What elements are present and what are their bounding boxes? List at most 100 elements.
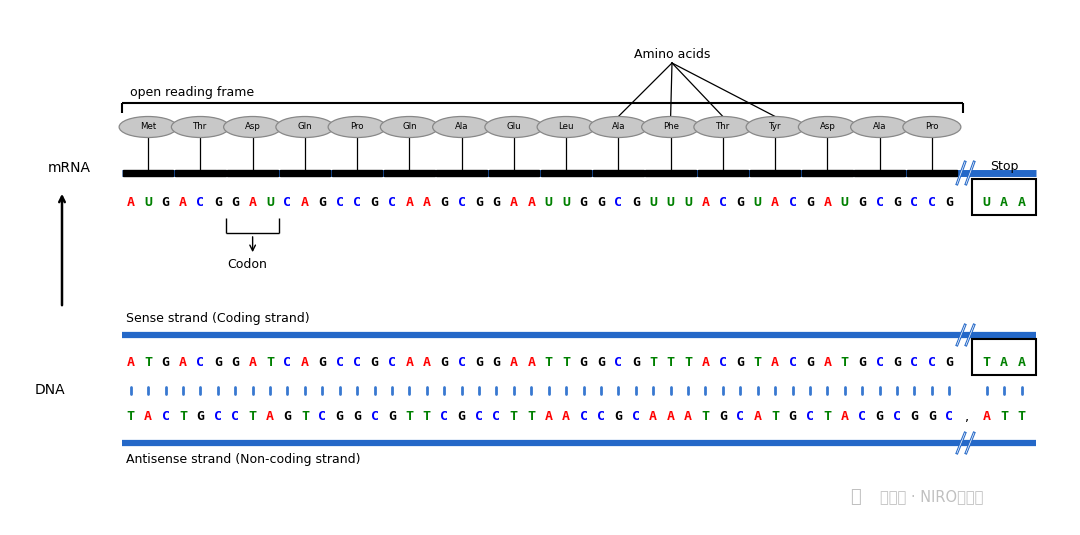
Text: G: G — [580, 196, 588, 210]
Text: U: U — [754, 196, 761, 210]
Text: A: A — [179, 196, 187, 210]
Text: T: T — [405, 410, 414, 424]
Text: G: G — [370, 356, 379, 370]
Bar — [906, 170, 957, 177]
Text: Thr: Thr — [716, 123, 730, 132]
Text: A: A — [144, 410, 152, 424]
Bar — [488, 170, 539, 177]
Text: T: T — [562, 356, 570, 370]
Ellipse shape — [172, 117, 229, 137]
Text: T: T — [649, 356, 658, 370]
Text: C: C — [806, 410, 814, 424]
Ellipse shape — [903, 117, 961, 137]
Text: G: G — [475, 196, 483, 210]
Text: G: G — [231, 196, 239, 210]
Text: C: C — [458, 356, 465, 370]
Text: 公众号 · NIRO科研喵: 公众号 · NIRO科研喵 — [880, 490, 984, 505]
Ellipse shape — [380, 117, 438, 137]
Text: G: G — [719, 410, 727, 424]
Text: Ala: Ala — [873, 123, 887, 132]
Text: A: A — [666, 410, 675, 424]
Text: G: G — [893, 356, 901, 370]
Text: T: T — [126, 410, 135, 424]
Text: C: C — [788, 356, 797, 370]
Text: A: A — [771, 356, 779, 370]
Bar — [646, 170, 696, 177]
Text: U: U — [666, 196, 675, 210]
Text: G: G — [893, 196, 901, 210]
Bar — [854, 170, 905, 177]
Text: T: T — [666, 356, 675, 370]
Text: A: A — [649, 410, 658, 424]
Bar — [436, 170, 487, 177]
Text: G: G — [353, 410, 361, 424]
Text: U: U — [544, 196, 553, 210]
Text: C: C — [788, 196, 797, 210]
Text: A: A — [771, 196, 779, 210]
Text: A: A — [684, 410, 692, 424]
Ellipse shape — [537, 117, 595, 137]
Text: A: A — [405, 196, 414, 210]
Text: G: G — [859, 196, 866, 210]
Text: A: A — [301, 356, 309, 370]
Text: Ala: Ala — [611, 123, 625, 132]
Text: A: A — [823, 196, 832, 210]
Text: Stop: Stop — [990, 160, 1018, 173]
Text: T: T — [684, 356, 692, 370]
Ellipse shape — [746, 117, 805, 137]
Text: A: A — [510, 196, 518, 210]
Text: C: C — [319, 410, 326, 424]
Text: G: G — [319, 196, 326, 210]
Text: C: C — [388, 196, 396, 210]
Text: G: G — [388, 410, 396, 424]
Text: T: T — [823, 410, 832, 424]
Text: C: C — [458, 196, 465, 210]
Text: T: T — [1000, 410, 1008, 424]
Text: Tyr: Tyr — [769, 123, 781, 132]
Ellipse shape — [433, 117, 490, 137]
Text: A: A — [544, 410, 553, 424]
Text: C: C — [197, 196, 204, 210]
Text: C: C — [283, 196, 292, 210]
Ellipse shape — [224, 117, 282, 137]
Text: A: A — [510, 356, 518, 370]
Text: Met: Met — [140, 123, 157, 132]
Text: U: U — [983, 196, 990, 210]
Text: C: C — [737, 410, 744, 424]
Text: G: G — [788, 410, 797, 424]
Text: A: A — [422, 196, 431, 210]
Text: C: C — [910, 356, 918, 370]
Text: U: U — [144, 196, 152, 210]
Text: T: T — [422, 410, 431, 424]
Text: G: G — [737, 196, 744, 210]
Bar — [332, 170, 382, 177]
Text: T: T — [544, 356, 553, 370]
Bar — [123, 170, 174, 177]
Text: A: A — [1017, 196, 1026, 210]
Text: T: T — [266, 356, 274, 370]
Text: Phe: Phe — [663, 123, 678, 132]
Ellipse shape — [275, 117, 334, 137]
Text: C: C — [893, 410, 901, 424]
Ellipse shape — [798, 117, 856, 137]
Text: A: A — [1000, 196, 1008, 210]
Ellipse shape — [642, 117, 700, 137]
Bar — [972, 339, 1036, 375]
Text: G: G — [876, 410, 883, 424]
Bar — [384, 170, 434, 177]
Text: C: C — [719, 196, 727, 210]
Text: C: C — [231, 410, 239, 424]
Text: C: C — [719, 356, 727, 370]
Bar — [802, 170, 853, 177]
Text: C: C — [945, 410, 954, 424]
Bar — [972, 179, 1036, 215]
Text: A: A — [248, 196, 257, 210]
Text: G: G — [859, 356, 866, 370]
Text: G: G — [214, 356, 221, 370]
Text: T: T — [301, 410, 309, 424]
Text: G: G — [928, 410, 936, 424]
Text: A: A — [179, 356, 187, 370]
Text: T: T — [527, 410, 536, 424]
Text: G: G — [283, 410, 292, 424]
Text: C: C — [597, 410, 605, 424]
